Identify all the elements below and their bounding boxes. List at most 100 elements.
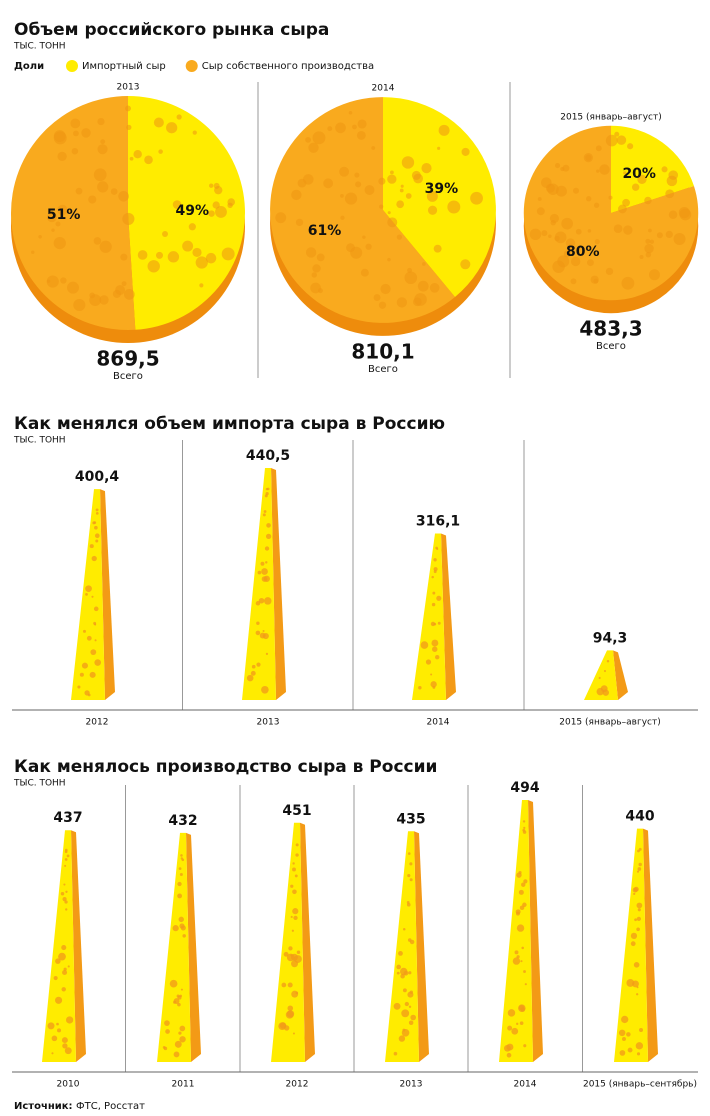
cheese-hole xyxy=(305,247,317,258)
cheese-hole xyxy=(605,134,618,147)
cheese-hole xyxy=(427,205,438,215)
cheese-hole xyxy=(519,1021,524,1025)
cheese-hole xyxy=(516,924,525,932)
cheese-hole xyxy=(348,110,353,115)
cheese-hole xyxy=(418,685,422,690)
value-label: 440 xyxy=(625,809,654,825)
cheese-hole xyxy=(275,212,287,224)
cheese-hole xyxy=(129,156,134,161)
cheese-hole xyxy=(93,606,99,612)
cheese-hole xyxy=(172,925,179,932)
cheese-hole xyxy=(246,674,254,682)
cheese-hole xyxy=(399,188,404,193)
cheese-hole xyxy=(81,662,88,669)
wedge-side xyxy=(613,650,628,700)
cheese-hole xyxy=(81,128,91,138)
cheese-hole xyxy=(73,298,86,312)
x-tick-label: 2012 xyxy=(86,718,109,728)
cheese-hole xyxy=(618,204,627,214)
pie-slice xyxy=(383,97,496,298)
cheese-hole xyxy=(379,204,384,209)
cheese-hole xyxy=(97,144,108,155)
cheese-hole xyxy=(340,194,344,198)
cheese-hole xyxy=(95,539,99,543)
chart-title: Как менялся объем импорта сыра в Россию xyxy=(14,414,445,434)
cheese-hole xyxy=(296,950,301,954)
cheese-hole xyxy=(262,513,266,517)
cheese-hole xyxy=(177,1002,181,1007)
cheese-hole xyxy=(401,156,415,169)
value-label: 432 xyxy=(168,813,197,829)
cheese-hole xyxy=(356,130,366,140)
cheese-hole xyxy=(411,170,421,180)
cheese-hole xyxy=(94,525,98,530)
cheese-hole xyxy=(208,210,215,217)
cheese-hole xyxy=(61,1037,68,1044)
cheese-hole xyxy=(623,171,627,175)
x-tick-label: 2012 xyxy=(286,1080,309,1090)
cheese-hole xyxy=(405,193,412,199)
cheese-hole xyxy=(94,533,100,539)
cheese-hole xyxy=(523,879,528,884)
cheese-hole xyxy=(77,685,81,689)
cheese-hole xyxy=(602,689,610,696)
cheese-hole xyxy=(425,659,432,665)
cheese-hole xyxy=(398,950,403,956)
cheese-hole xyxy=(60,892,65,896)
cheese-hole xyxy=(470,191,483,205)
cheese-hole xyxy=(636,1052,641,1056)
cheese-hole xyxy=(305,136,311,143)
cheese-hole xyxy=(178,867,182,870)
cheese-hole xyxy=(89,544,94,549)
cheese-hole xyxy=(293,915,298,921)
cheese-hole xyxy=(93,621,97,625)
cheese-hole xyxy=(645,238,651,244)
cheese-hole xyxy=(178,1031,182,1035)
cheese-hole xyxy=(552,260,565,273)
cheese-hole xyxy=(673,233,686,246)
cheese-hole xyxy=(51,1035,58,1042)
cheese-hole xyxy=(261,576,268,582)
cheese-hole xyxy=(665,230,673,239)
cheese-hole xyxy=(259,632,266,639)
pie-category-label: 2015 (январь–август) xyxy=(560,112,662,122)
cheese-hole xyxy=(62,897,67,902)
cheese-hole xyxy=(340,215,345,220)
cheese-hole xyxy=(595,145,602,152)
cheese-hole xyxy=(668,210,678,220)
cheese-hole xyxy=(520,960,523,963)
cheese-hole xyxy=(393,1051,398,1056)
cheese-hole xyxy=(631,183,640,191)
cheese-hole xyxy=(438,124,450,136)
cheese-hole xyxy=(88,195,97,204)
cheese-hole xyxy=(555,185,567,197)
cheese-hole xyxy=(290,884,294,888)
cheese-hole xyxy=(572,187,580,194)
cheese-hole xyxy=(430,681,437,688)
legend-title: Доли xyxy=(14,61,44,72)
pie-category-label: 2013 xyxy=(117,83,140,93)
cheese-hole xyxy=(407,991,414,998)
cheese-hole xyxy=(286,1010,295,1018)
legend-label: Импортный сыр xyxy=(82,61,166,72)
cheese-hole xyxy=(61,944,67,951)
cheese-hole xyxy=(520,1007,526,1012)
cheese-hole xyxy=(213,182,220,189)
cheese-hole xyxy=(608,195,613,200)
cheese-hole xyxy=(522,830,527,834)
cheese-hole xyxy=(182,240,194,252)
cheese-hole xyxy=(123,289,135,300)
cheese-hole xyxy=(596,687,604,696)
cheese-hole xyxy=(638,862,642,867)
cheese-hole xyxy=(507,1025,513,1031)
cheese-hole xyxy=(292,889,297,895)
wedge xyxy=(499,800,533,1062)
cheese-hole xyxy=(648,269,660,281)
cheese-hole xyxy=(327,126,333,132)
cheese-hole xyxy=(431,639,439,647)
cheese-hole xyxy=(402,1028,406,1032)
wedge xyxy=(271,822,305,1062)
value-label: 435 xyxy=(396,811,425,827)
value-label: 440,5 xyxy=(246,448,290,464)
